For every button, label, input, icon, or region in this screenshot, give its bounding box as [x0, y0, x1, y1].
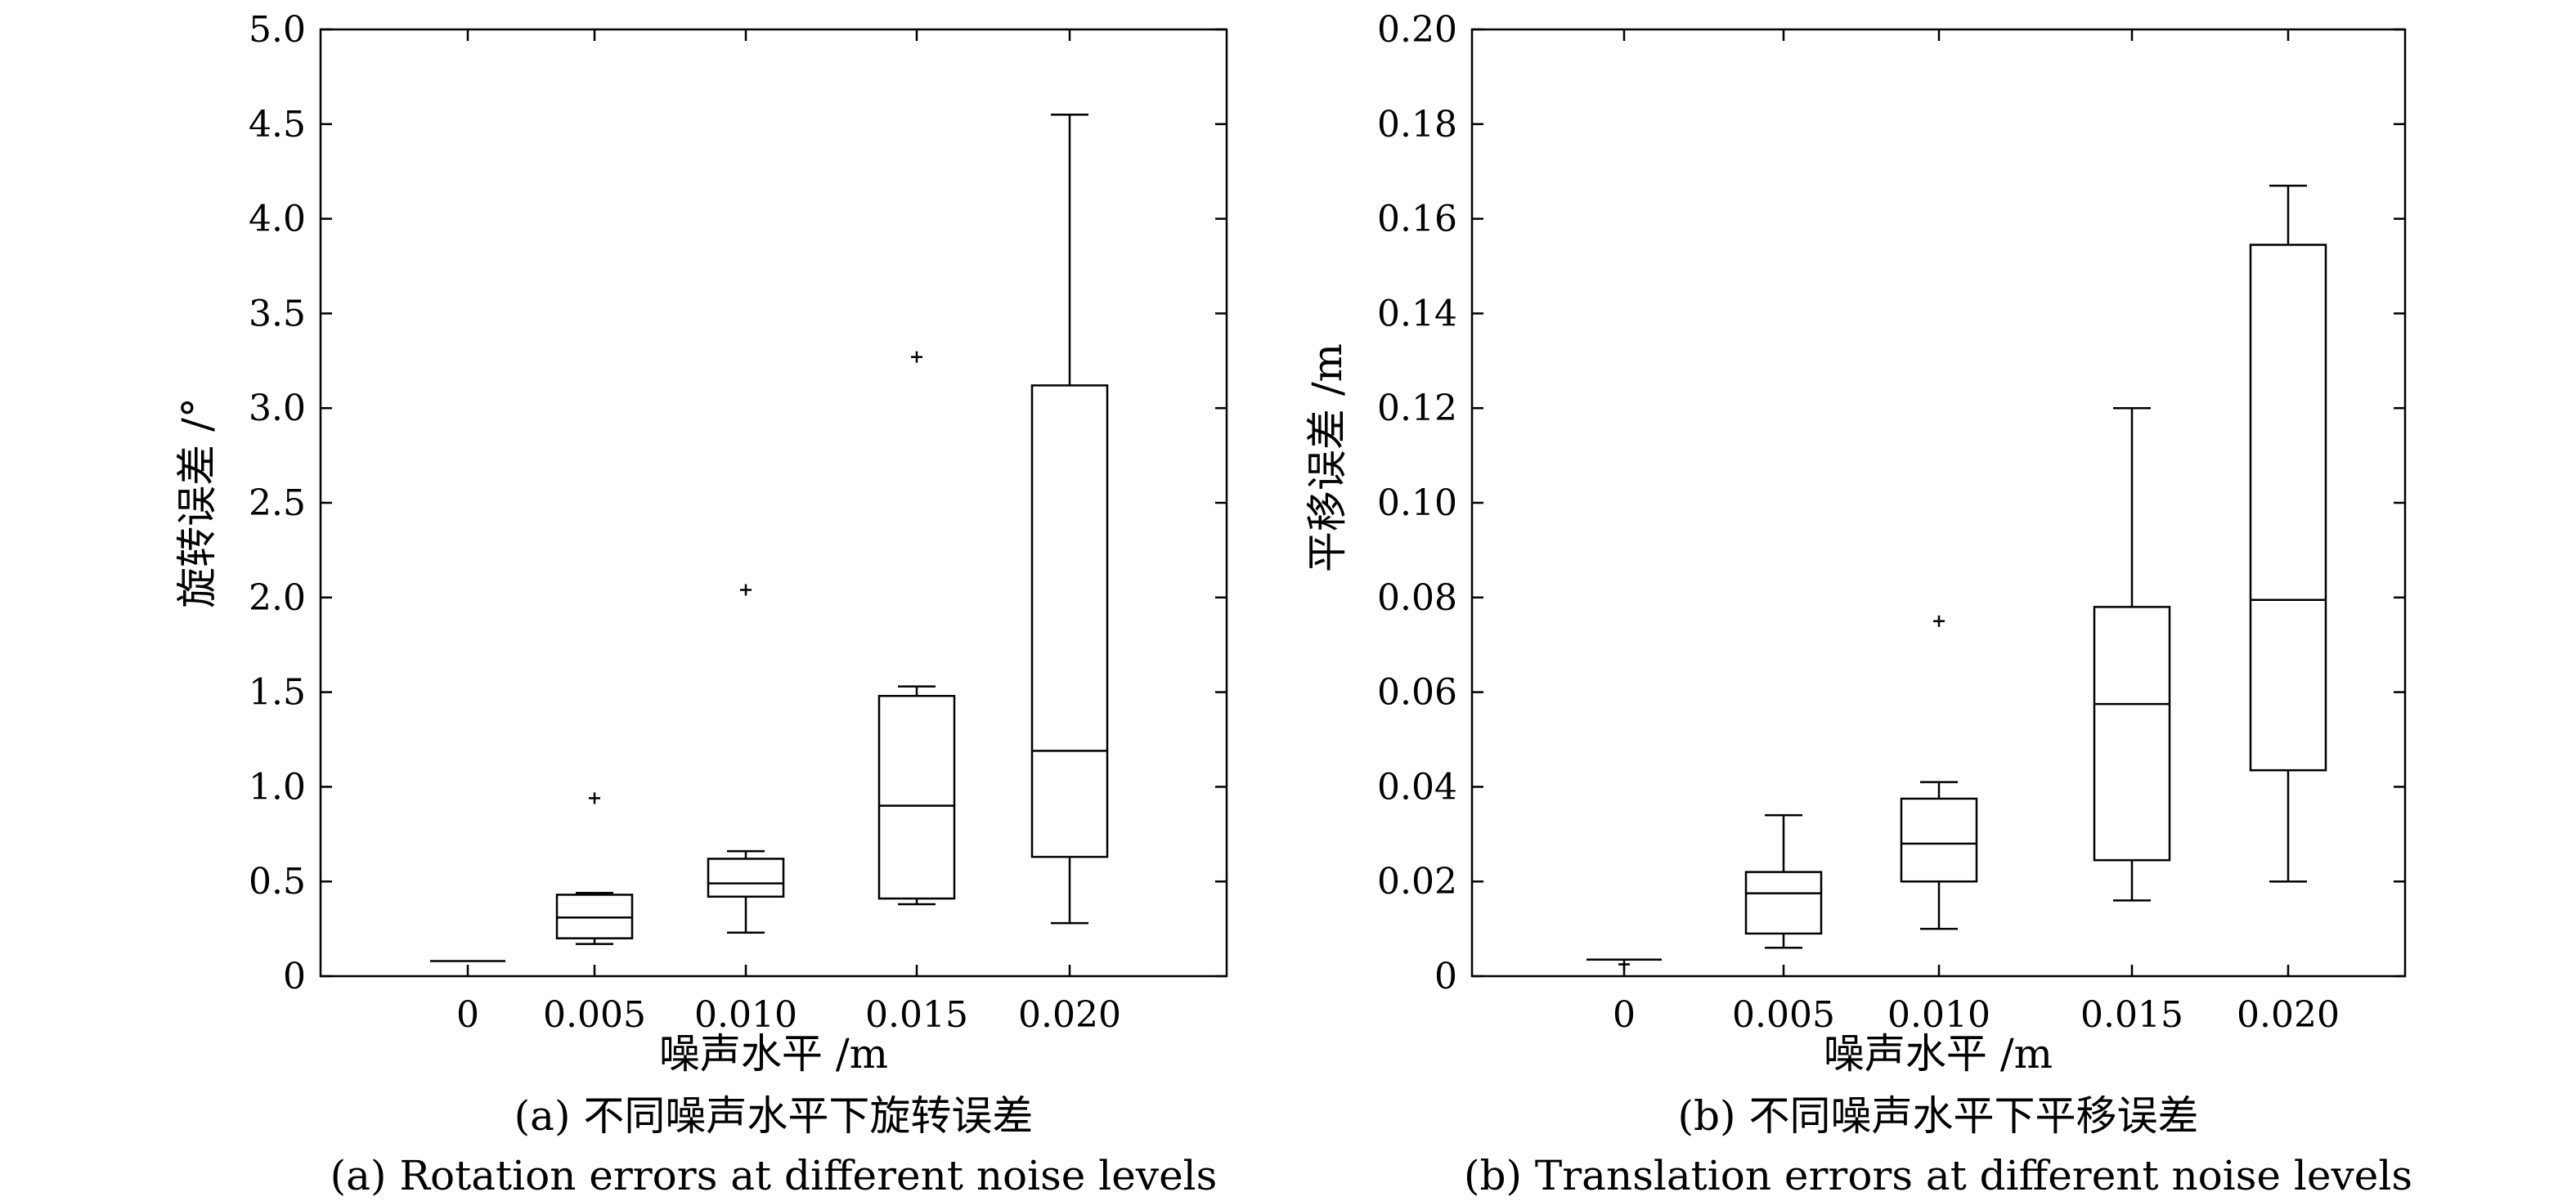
caption-english: (b) Translation errors at different nois…: [1464, 1152, 2412, 1199]
box-0.020: [2249, 184, 2327, 883]
caption-chinese: (b) 不同噪声水平下平移误差: [1678, 1092, 2199, 1140]
y-tick-label: 0.18: [1377, 104, 1457, 146]
box-body: [1030, 384, 1109, 858]
box-0.020: [1030, 113, 1109, 925]
box-0.005: [1744, 813, 1823, 949]
outlier-marker: [1618, 958, 1630, 970]
box-0.010: [707, 584, 785, 934]
box-group: [430, 113, 1109, 962]
box-0.010: [1900, 615, 1978, 930]
box-group: [1586, 184, 2327, 970]
y-axis-title: 平移误差 /m: [1304, 343, 1351, 572]
caption-chinese: (a) 不同噪声水平下旋转误差: [514, 1092, 1034, 1140]
y-tick-label: 4.5: [249, 104, 306, 146]
box-body: [707, 858, 785, 898]
y-tick-label: 0: [1434, 956, 1457, 997]
y-tick-label: 0.08: [1377, 577, 1457, 619]
x-tick-label: 0.010: [694, 994, 797, 1036]
outlier-marker: [1933, 615, 1945, 627]
x-axis-ticks: 0 0.005 0.010 0.015 0.020: [456, 29, 1121, 1036]
x-tick-label: 0: [456, 994, 479, 1036]
y-tick-label: 0.12: [1377, 388, 1457, 429]
box-body: [2093, 606, 2171, 862]
box-0: [1586, 958, 1662, 970]
y-tick-label: 3.5: [249, 293, 306, 334]
plot-frame: [1470, 28, 2407, 978]
x-axis-ticks: 0 0.005 0.010 0.015 0.020: [1613, 29, 2340, 1036]
translation-error-panel: 0 0.02 0.04 0.06 0.08 0.10 0.12 0.14 0.16 0.18 0.2…: [1304, 9, 2412, 1199]
box-0.015: [877, 351, 956, 906]
box-0.005: [555, 792, 634, 945]
y-tick-label: 0.02: [1377, 861, 1457, 903]
x-tick-label: 0.020: [2237, 994, 2340, 1036]
box-body: [877, 694, 956, 900]
outlier-marker: [589, 792, 600, 804]
y-tick-label: 5.0: [249, 9, 306, 51]
y-tick-label: 0.10: [1377, 482, 1457, 524]
x-tick-label: 0.010: [1887, 994, 1990, 1036]
box-body: [2249, 244, 2327, 772]
y-axis-ticks: 0 0.02 0.04 0.06 0.08 0.10 0.12 0.14 0.16 0.18 0.2…: [1377, 9, 2405, 997]
box-body: [1744, 871, 1823, 935]
y-tick-label: 4.0: [249, 199, 306, 240]
y-tick-label: 0.5: [249, 861, 306, 903]
plot-frame: [319, 28, 1228, 978]
y-tick-label: 1.5: [249, 672, 306, 714]
rotation-error-panel: 0 0.5 1.0 1.5 2.0 2.5 3.0 3.5 4.0 4.5 5.0 0 0.005 0.…: [173, 9, 1228, 1199]
x-tick-label: 0: [1613, 994, 1636, 1036]
x-tick-label: 0.005: [543, 994, 646, 1036]
caption-english: (a) Rotation errors at different noise l…: [330, 1152, 1218, 1199]
box-0.015: [2093, 406, 2171, 902]
outlier-marker: [911, 351, 922, 363]
y-tick-label: 2.5: [249, 482, 306, 524]
y-tick-label: 1.0: [249, 766, 306, 808]
x-axis-title: 噪声水平 /m: [659, 1030, 888, 1078]
x-tick-label: 0.005: [1732, 994, 1835, 1036]
y-axis-ticks: 0 0.5 1.0 1.5 2.0 2.5 3.0 3.5 4.0 4.5 5.0: [249, 9, 1227, 997]
outlier-marker: [740, 584, 752, 596]
box-body: [1900, 797, 1978, 883]
y-tick-label: 3.0: [249, 388, 306, 429]
y-tick-label: 0.14: [1377, 293, 1457, 334]
x-tick-label: 0.015: [865, 994, 968, 1036]
y-tick-label: 0: [283, 956, 306, 997]
y-tick-label: 0.04: [1377, 766, 1457, 808]
y-tick-label: 2.0: [249, 577, 306, 619]
y-axis-title: 旋转误差 /°: [173, 397, 221, 608]
x-tick-label: 0.020: [1018, 994, 1121, 1036]
y-tick-label: 0.16: [1377, 199, 1457, 240]
x-axis-title: 噪声水平 /m: [1824, 1030, 2053, 1078]
y-tick-label: 0.06: [1377, 672, 1457, 714]
y-tick-label: 0.20: [1377, 9, 1457, 51]
x-tick-label: 0.015: [2080, 994, 2183, 1036]
